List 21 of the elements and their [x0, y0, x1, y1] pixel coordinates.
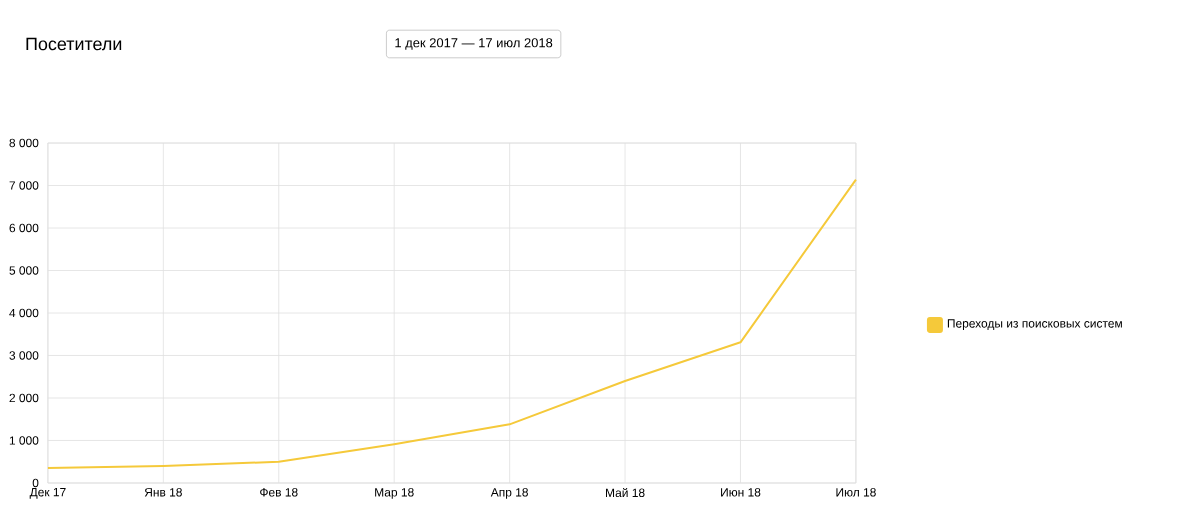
- y-tick-label: 3 000: [9, 351, 39, 360]
- x-tick-label: Май 18: [606, 488, 645, 498]
- x-tick-label: Фев 18: [260, 488, 298, 497]
- y-tick-label: 4 000: [9, 309, 39, 318]
- x-tick-label: Мар 18: [375, 488, 414, 500]
- y-tick-label: 6 000: [9, 224, 39, 233]
- y-tick-label: 2 000: [9, 394, 39, 403]
- y-tick-label: 8 000: [9, 139, 39, 148]
- x-tick-label: Янв 18: [144, 488, 182, 497]
- x-tick-label: Июн 18: [721, 488, 761, 497]
- x-tick-label: Апр 18: [490, 488, 528, 500]
- legend-label: Переходы из поисковых систем: [947, 319, 1122, 331]
- y-tick-label: 1 000: [9, 436, 39, 445]
- x-tick-label: Июл 18: [836, 488, 876, 497]
- y-tick-label: 7 000: [9, 181, 39, 190]
- chart-title: Посетители: [26, 37, 122, 51]
- line-series: [46, 178, 857, 470]
- x-tick-label: Дек 17: [29, 488, 66, 499]
- y-tick-label: 0: [32, 479, 39, 488]
- chart-subtitle: 1 дек 2017 — 17 июл 2018: [395, 38, 553, 51]
- y-tick-label: 5 000: [9, 266, 39, 275]
